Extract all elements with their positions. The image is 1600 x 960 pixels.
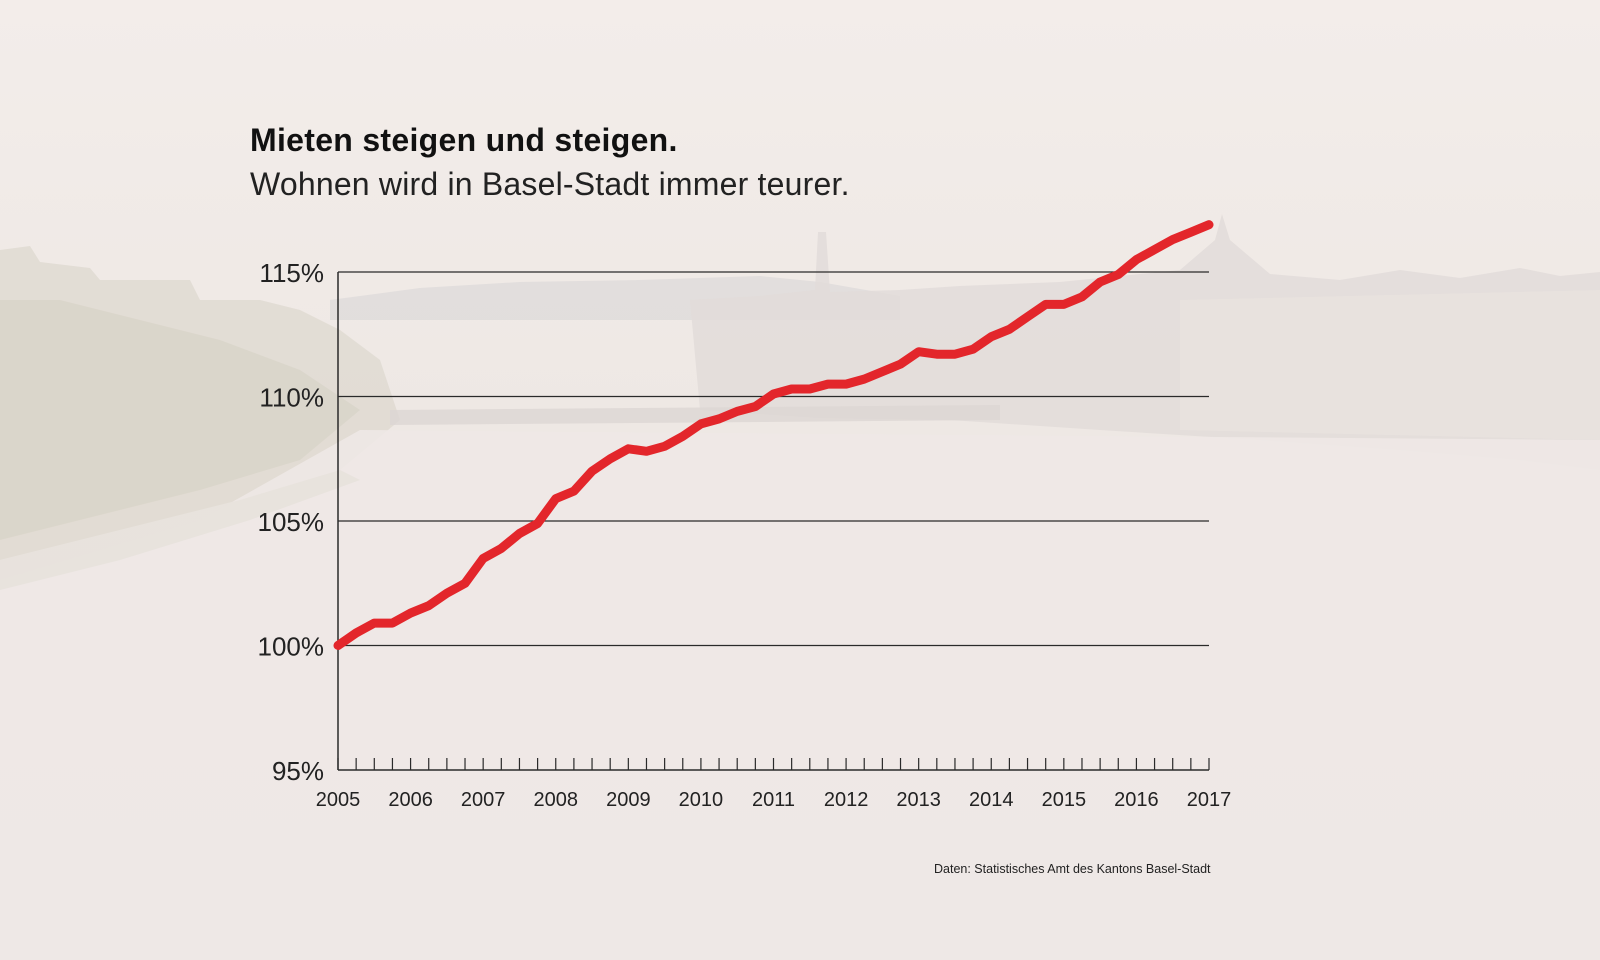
series-line-0: [333, 220, 1214, 650]
x-tick-label: 2005: [316, 789, 361, 811]
x-tick-label: 2017: [1187, 789, 1232, 811]
x-tick-label: 2013: [896, 789, 941, 811]
y-tick-label: 105%: [258, 507, 325, 537]
x-tick-label: 2010: [679, 789, 724, 811]
x-tick-label: 2009: [606, 789, 651, 811]
chart-subtitle: Wohnen wird in Basel-Stadt immer teurer.: [250, 166, 850, 202]
x-tick-label: 2008: [534, 789, 579, 811]
tick-labels: 95% 100% 105% 110% 115% 2005 2006 2007 2008 2009 2…: [258, 258, 1232, 811]
chart-title: Mieten steigen und steigen.: [250, 122, 678, 158]
x-tick-label: 2007: [461, 789, 506, 811]
y-tick-label: 115%: [259, 258, 324, 288]
x-tick-label: 2006: [388, 789, 433, 811]
x-tick-label: 2016: [1114, 789, 1159, 811]
y-tick-label: 100%: [258, 632, 325, 662]
y-tick-label: 95%: [272, 756, 324, 786]
x-tick-label: 2011: [752, 789, 795, 811]
series-layer: [333, 220, 1214, 650]
x-tick-label: 2015: [1042, 789, 1087, 811]
gridlines: [338, 271, 1209, 647]
source-note: Daten: Statistisches Amt des Kantons Bas…: [934, 862, 1211, 876]
x-tick-label: 2014: [969, 789, 1014, 811]
y-tick-label: 110%: [259, 383, 324, 413]
axes: [337, 272, 1210, 771]
x-tick-label: 2012: [824, 789, 869, 811]
